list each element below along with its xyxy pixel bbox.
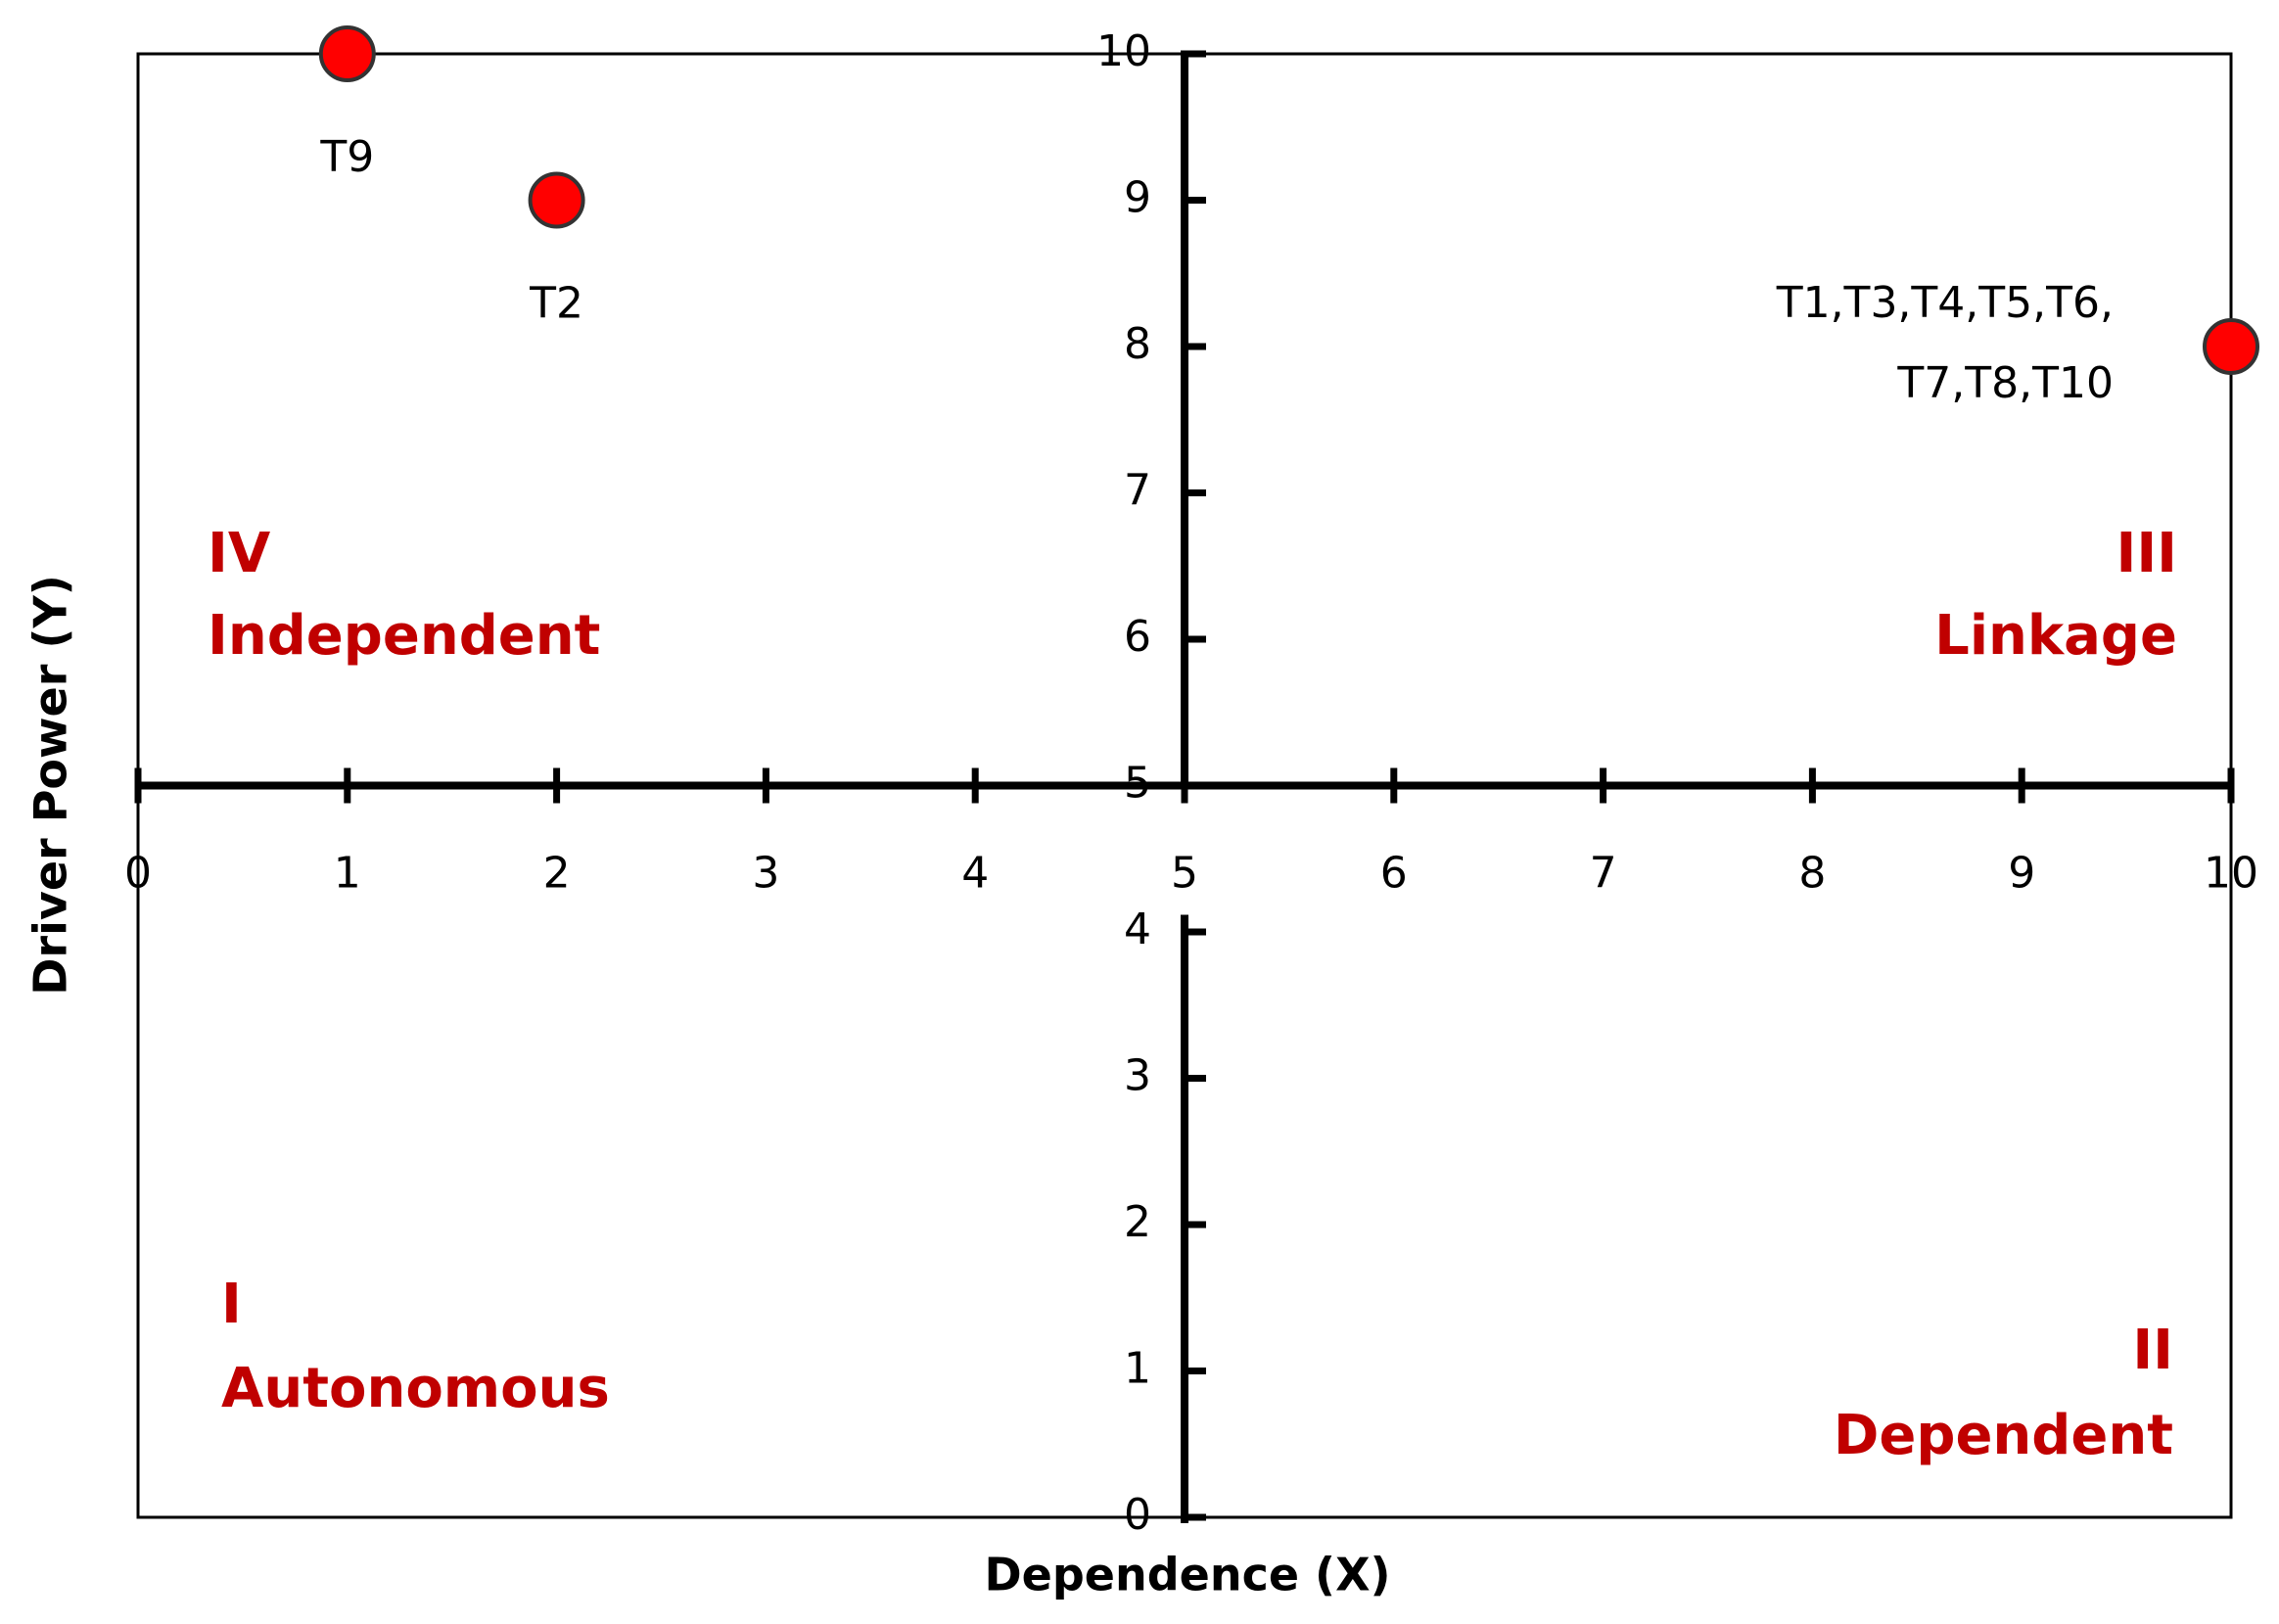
- quadrant-name: Dependent: [1834, 1404, 2173, 1467]
- quadrant-numeral: IV: [208, 522, 271, 585]
- point-label: T1,T3,T4,T5,T6,: [1776, 278, 2114, 328]
- x-tick-label: 9: [2008, 849, 2035, 899]
- quadrant-numeral: III: [2116, 522, 2177, 585]
- point: [2203, 318, 2259, 375]
- quadrant-numeral: II: [2132, 1319, 2173, 1382]
- quadrant-name: Autonomous: [221, 1357, 610, 1420]
- y-tick-label: 1: [1124, 1344, 1151, 1394]
- y-axis-title: Driver Power (Y): [24, 575, 77, 996]
- x-tick-label: 10: [2204, 849, 2258, 899]
- y-tick-label: 6: [1124, 612, 1151, 662]
- x-tick-label: 3: [752, 849, 779, 899]
- quadrant-name: Independent: [208, 604, 600, 668]
- point-label: T2: [529, 279, 583, 329]
- y-tick-label: 8: [1124, 319, 1151, 369]
- y-tick-label: 2: [1124, 1197, 1151, 1247]
- point-label: T7,T8,T10: [1896, 358, 2114, 408]
- y-tick-label: 5: [1124, 759, 1151, 809]
- y-tick-label: 4: [1124, 905, 1151, 954]
- x-tick-label: 6: [1380, 849, 1408, 899]
- quadrant-numeral: I: [221, 1273, 242, 1336]
- quadrant-name: Linkage: [1934, 604, 2177, 668]
- x-tick-label: 7: [1590, 849, 1617, 899]
- y-tick-label: 0: [1124, 1490, 1151, 1540]
- x-tick-label: 5: [1171, 849, 1198, 899]
- x-axis-title: Dependence (X): [984, 1549, 1390, 1601]
- x-tick-label: 2: [543, 849, 571, 899]
- y-tick-label: 7: [1124, 466, 1151, 516]
- y-tick-label: 10: [1096, 26, 1151, 76]
- x-tick-label: 0: [124, 849, 152, 899]
- y-tick-label: 9: [1124, 173, 1151, 223]
- x-tick-label: 1: [334, 849, 361, 899]
- point-label: T9: [319, 132, 374, 182]
- x-tick-label: 8: [1798, 849, 1826, 899]
- x-tick-label: 4: [961, 849, 989, 899]
- point: [318, 25, 376, 82]
- y-tick-label: 3: [1124, 1051, 1151, 1101]
- point: [528, 171, 585, 229]
